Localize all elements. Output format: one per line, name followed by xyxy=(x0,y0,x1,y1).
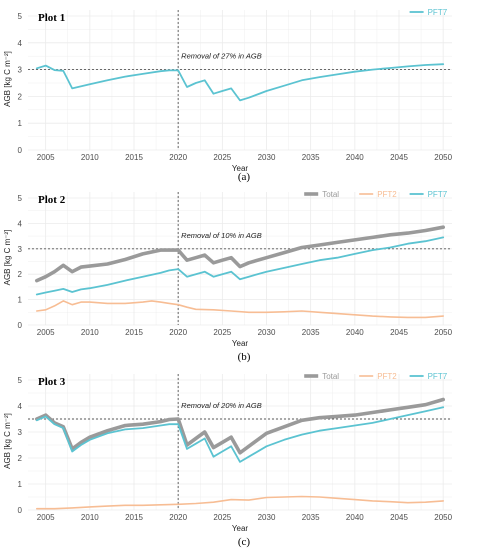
y-tick-label: 3 xyxy=(18,66,23,75)
y-tick-label: 4 xyxy=(18,219,23,228)
panel-caption: (c) xyxy=(238,536,251,548)
x-tick-label: 2010 xyxy=(81,513,99,522)
legend-label-pft2: PFT2 xyxy=(377,372,397,381)
y-tick-label: 5 xyxy=(18,194,23,203)
x-tick-label: 2005 xyxy=(37,328,55,337)
x-tick-label: 2045 xyxy=(390,328,408,337)
panel-title: Plot 2 xyxy=(38,194,66,206)
legend: PFT7 PFT2 Total xyxy=(304,190,448,199)
y-axis-label: AGB [kg C m⁻²] xyxy=(3,413,12,469)
panel-title: Plot 3 xyxy=(38,376,66,388)
series-line-pft7 xyxy=(35,406,445,463)
x-tick-label: 2025 xyxy=(213,513,231,522)
panel-caption: (a) xyxy=(238,171,251,183)
x-tick-label: 2045 xyxy=(390,153,408,162)
removal-annotation: Removal of 20% in AGB xyxy=(181,401,262,410)
x-tick-label: 2005 xyxy=(37,513,55,522)
x-tick-label: 2050 xyxy=(434,328,452,337)
x-tick-label: 2025 xyxy=(213,328,231,337)
y-tick-label: 1 xyxy=(18,296,23,305)
series-line-pft2 xyxy=(35,300,445,319)
y-tick-label: 3 xyxy=(18,428,23,437)
x-tick-label: 2030 xyxy=(258,513,276,522)
y-axis-label: AGB [kg C m⁻²] xyxy=(3,230,12,286)
x-tick-label: 2005 xyxy=(37,153,55,162)
x-axis-label: Year xyxy=(232,164,249,173)
x-tick-label: 2015 xyxy=(125,328,143,337)
x-tick-label: 2015 xyxy=(125,153,143,162)
legend-label-total: Total xyxy=(322,190,339,199)
panel-title: Plot 1 xyxy=(38,12,65,24)
y-tick-label: 5 xyxy=(18,376,23,385)
x-axis-label: Year xyxy=(232,524,249,533)
x-tick-label: 2020 xyxy=(169,328,187,337)
x-tick-label: 2030 xyxy=(258,328,276,337)
x-tick-label: 2035 xyxy=(302,328,320,337)
x-tick-label: 2050 xyxy=(434,153,452,162)
removal-annotation: Removal of 27% in AGB xyxy=(181,52,262,61)
panel-1: 0 1 2 3 4 5 2005 2010 2015 2020 2025 2030 2035 2040 20… xyxy=(3,8,453,173)
series-line-pft7 xyxy=(35,63,445,102)
x-tick-label: 2045 xyxy=(390,513,408,522)
x-tick-label: 2020 xyxy=(169,153,187,162)
panel-2: 0 1 2 3 4 5 2005 2010 2015 2020 2025 2030 2035 2040 20… xyxy=(3,190,453,348)
y-tick-label: 5 xyxy=(18,12,23,21)
x-tick-label: 2020 xyxy=(169,513,187,522)
y-axis-label: AGB [kg C m⁻²] xyxy=(3,51,12,107)
series-line-total xyxy=(34,397,446,455)
y-tick-label: 0 xyxy=(18,146,23,155)
legend: PFT7 PFT2 Total xyxy=(304,372,448,381)
y-tick-label: 4 xyxy=(18,402,23,411)
legend-label-pft2: PFT2 xyxy=(377,190,397,199)
series-line-pft7 xyxy=(35,236,445,296)
panel-caption: (b) xyxy=(238,351,251,363)
series-line-pft2 xyxy=(35,495,445,510)
y-tick-label: 3 xyxy=(18,245,23,254)
x-tick-label: 2035 xyxy=(302,513,320,522)
legend: PFT7 xyxy=(409,8,448,17)
legend-label-pft7: PFT7 xyxy=(428,372,448,381)
x-tick-label: 2040 xyxy=(346,513,364,522)
x-tick-label: 2025 xyxy=(213,153,231,162)
y-tick-label: 0 xyxy=(18,506,23,515)
y-tick-label: 0 xyxy=(18,321,23,330)
x-tick-label: 2015 xyxy=(125,513,143,522)
y-tick-label: 2 xyxy=(18,92,23,101)
series-line-total xyxy=(34,225,446,283)
y-tick-label: 1 xyxy=(18,480,23,489)
x-tick-label: 2035 xyxy=(302,153,320,162)
y-tick-label: 1 xyxy=(18,119,23,128)
legend-label-pft7: PFT7 xyxy=(428,8,448,17)
y-tick-label: 2 xyxy=(18,270,23,279)
removal-annotation: Removal of 10% in AGB xyxy=(181,231,262,240)
x-tick-label: 2050 xyxy=(434,513,452,522)
legend-label-total: Total xyxy=(322,372,339,381)
legend-label-pft7: PFT7 xyxy=(428,190,448,199)
y-tick-label: 4 xyxy=(18,39,23,48)
x-tick-label: 2040 xyxy=(346,328,364,337)
panel-3: 0 1 2 3 4 5 2005 2010 2015 2020 2025 2030 2035 2040 20… xyxy=(3,372,453,533)
x-tick-label: 2040 xyxy=(346,153,364,162)
y-tick-label: 2 xyxy=(18,454,23,463)
x-tick-label: 2010 xyxy=(81,153,99,162)
x-tick-label: 2030 xyxy=(258,153,276,162)
x-tick-label: 2010 xyxy=(81,328,99,337)
x-axis-label: Year xyxy=(232,339,249,348)
